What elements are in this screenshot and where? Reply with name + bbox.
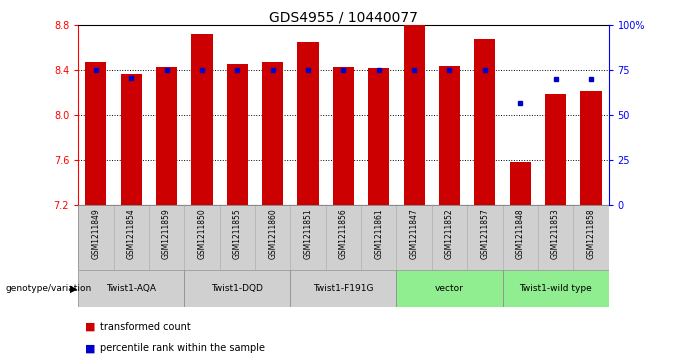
Text: Twist1-AQA: Twist1-AQA (106, 284, 156, 293)
Bar (290, 270, 396, 307)
Text: GSM1211851: GSM1211851 (303, 208, 313, 259)
Bar (255, 205, 290, 270)
Bar (538, 205, 573, 270)
Text: GSM1211854: GSM1211854 (126, 208, 136, 259)
Text: GSM1211856: GSM1211856 (339, 208, 348, 259)
Bar (368, 68, 390, 205)
Text: Twist1-F191G: Twist1-F191G (313, 284, 373, 293)
Bar (297, 42, 319, 205)
Bar (474, 39, 496, 205)
Bar (149, 205, 184, 270)
Bar (432, 205, 467, 270)
Bar (333, 67, 354, 205)
Bar (184, 270, 290, 307)
Bar (85, 62, 107, 205)
Text: GSM1211857: GSM1211857 (480, 208, 490, 259)
Text: genotype/variation: genotype/variation (5, 284, 92, 293)
Bar (156, 67, 177, 205)
Bar (396, 205, 432, 270)
Bar (396, 270, 503, 307)
Text: GSM1211859: GSM1211859 (162, 208, 171, 259)
Text: GSM1211853: GSM1211853 (551, 208, 560, 259)
Text: GSM1211849: GSM1211849 (91, 208, 101, 259)
Bar (503, 205, 538, 270)
Bar (78, 205, 114, 270)
Bar (290, 205, 326, 270)
Text: GSM1211848: GSM1211848 (515, 208, 525, 259)
Text: percentile rank within the sample: percentile rank within the sample (100, 343, 265, 354)
Text: ■: ■ (85, 322, 95, 332)
Bar (262, 62, 284, 205)
Text: transformed count: transformed count (100, 322, 190, 332)
Text: GSM1211860: GSM1211860 (268, 208, 277, 259)
Bar (361, 205, 396, 270)
Text: Twist1-DQD: Twist1-DQD (211, 284, 263, 293)
Text: GSM1211850: GSM1211850 (197, 208, 207, 259)
Bar (545, 94, 566, 205)
Bar (403, 25, 425, 205)
Bar (503, 270, 609, 307)
Text: Twist1-wild type: Twist1-wild type (520, 284, 592, 293)
Text: GSM1211858: GSM1211858 (586, 208, 596, 259)
Bar (509, 162, 531, 205)
Bar (120, 74, 142, 205)
Bar (573, 205, 609, 270)
Bar (184, 205, 220, 270)
Bar (220, 205, 255, 270)
Text: vector: vector (435, 284, 464, 293)
Text: GSM1211852: GSM1211852 (445, 208, 454, 259)
Text: GSM1211855: GSM1211855 (233, 208, 242, 259)
Text: GSM1211847: GSM1211847 (409, 208, 419, 259)
Text: GSM1211861: GSM1211861 (374, 208, 384, 259)
Bar (467, 205, 503, 270)
Bar (191, 34, 213, 205)
Title: GDS4955 / 10440077: GDS4955 / 10440077 (269, 10, 418, 24)
Bar (78, 270, 184, 307)
Bar (114, 205, 149, 270)
Bar (580, 90, 602, 205)
Bar (326, 205, 361, 270)
Bar (439, 66, 460, 205)
Text: ▶: ▶ (69, 284, 78, 294)
Text: ■: ■ (85, 343, 95, 354)
Bar (226, 64, 248, 205)
